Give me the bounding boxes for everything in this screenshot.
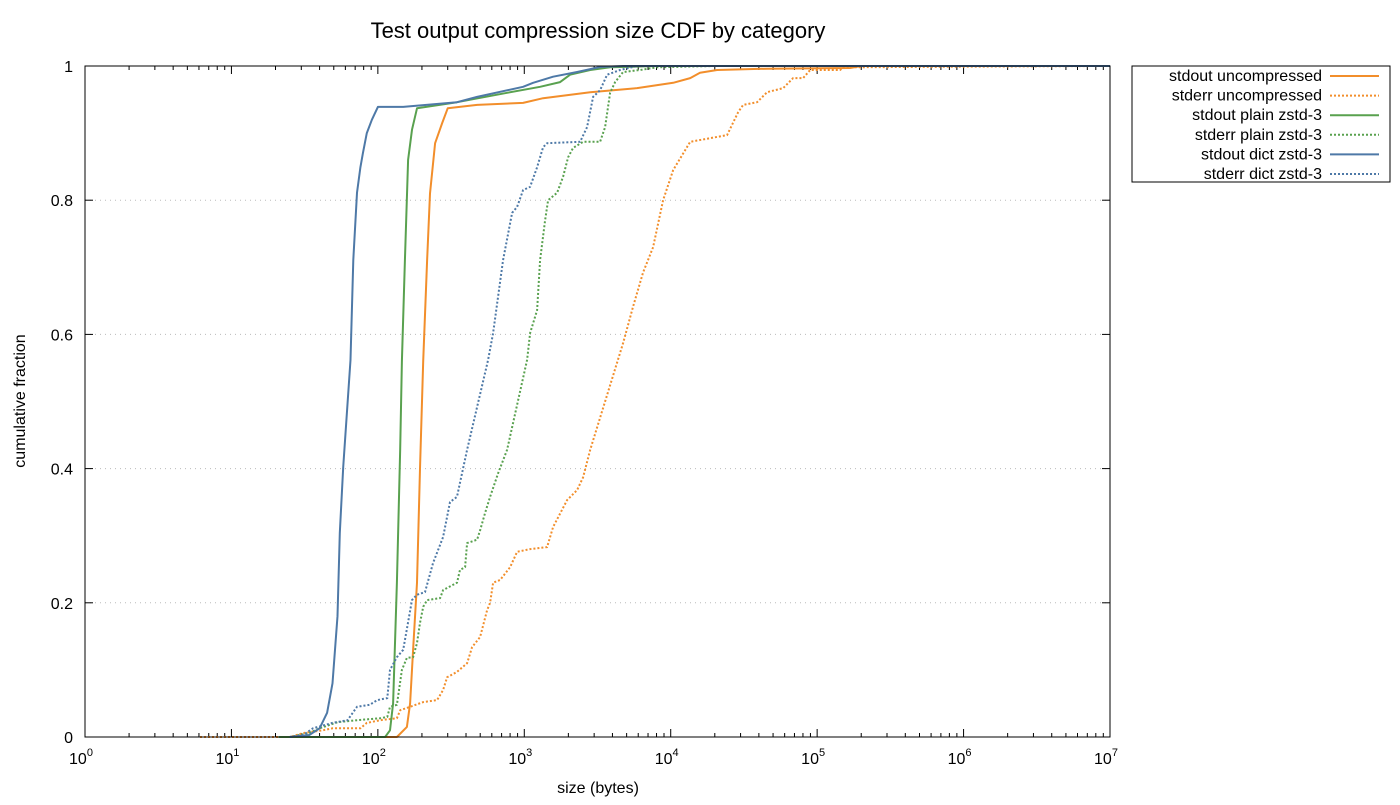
chart-title: Test output compression size CDF by cate… (371, 18, 826, 43)
legend-label: stderr plain zstd-3 (1195, 127, 1322, 144)
legend-label: stderr dict zstd-3 (1204, 166, 1322, 183)
x-tick-base: 10 (1094, 751, 1112, 768)
legend: stdout uncompressed stderr uncompressed st… (1131, 65, 1391, 183)
x-tick-label: 105 (801, 747, 825, 768)
x-tick-label: 103 (508, 747, 532, 768)
x-tick-base: 10 (362, 751, 380, 768)
x-tick-label: 104 (655, 747, 679, 768)
x-tick-base: 10 (508, 751, 526, 768)
x-tick-exponent: 3 (526, 747, 532, 759)
x-tick-exponent: 5 (819, 747, 825, 759)
x-tick-exponent: 2 (380, 747, 386, 759)
x-tick-base: 10 (215, 751, 233, 768)
x-axis-label: size (bytes) (557, 780, 639, 797)
x-tick-label: 101 (215, 747, 239, 768)
y-tick-label: 0.2 (51, 596, 73, 613)
x-tick-label: 107 (1094, 747, 1118, 768)
legend-label: stdout uncompressed (1169, 68, 1322, 85)
series-line-stderr-plain-zstd-3 (289, 65, 1110, 738)
y-tick-label: 0.6 (51, 327, 73, 344)
series-line-stdout-uncompressed (278, 65, 1110, 738)
x-tick-exponent: 4 (673, 747, 679, 759)
x-tick-base: 10 (69, 751, 87, 768)
x-tick-label: 102 (362, 747, 386, 768)
series-line-stdout-dict-zstd-3 (289, 65, 1110, 738)
legend-label: stderr uncompressed (1172, 88, 1322, 105)
x-tick-label: 106 (948, 747, 972, 768)
y-tick-label: 1 (64, 59, 73, 76)
series-lines (200, 65, 1110, 738)
x-tick-exponent: 1 (233, 747, 239, 759)
x-tick-exponent: 0 (87, 747, 93, 759)
x-tick-exponent: 7 (1112, 747, 1118, 759)
x-tick-label: 100 (69, 747, 93, 768)
series-line-stderr-dict-zstd-3 (289, 65, 1110, 738)
gridlines (85, 199, 1110, 604)
x-tick-base: 10 (948, 751, 966, 768)
legend-box (1131, 65, 1391, 183)
x-tick-exponent: 6 (965, 747, 971, 759)
y-tick-label: 0.4 (51, 462, 73, 479)
y-tick-label: 0.8 (51, 193, 73, 210)
legend-label: stdout dict zstd-3 (1201, 146, 1322, 163)
legend-label: stdout plain zstd-3 (1192, 107, 1322, 124)
series-line-stdout-plain-zstd-3 (278, 65, 1110, 738)
y-tick-label: 0 (64, 730, 73, 747)
series-line-stderr-uncompressed (200, 65, 1100, 738)
plot-frame (84, 65, 1111, 738)
y-axis-label: cumulative fraction (12, 334, 29, 467)
x-tick-base: 10 (801, 751, 819, 768)
x-tick-base: 10 (655, 751, 673, 768)
